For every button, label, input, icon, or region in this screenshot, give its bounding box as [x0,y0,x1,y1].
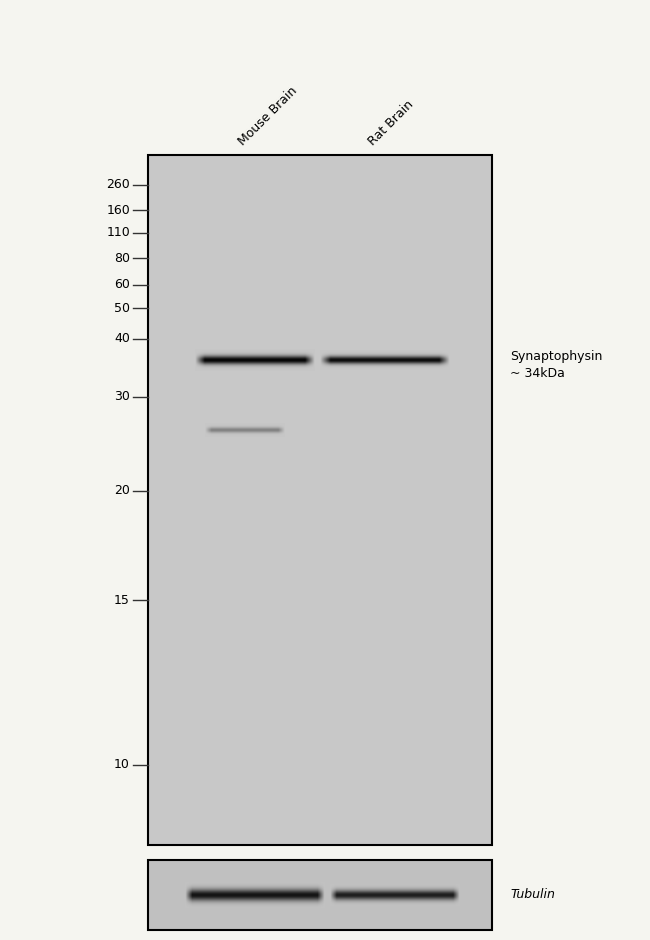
Text: 260: 260 [106,179,130,192]
Text: Tubulin: Tubulin [510,888,555,901]
Text: 60: 60 [114,278,130,291]
Text: 110: 110 [106,227,130,240]
Text: 15: 15 [114,593,130,606]
Text: 80: 80 [114,252,130,264]
Text: 30: 30 [114,390,130,403]
Text: 40: 40 [114,333,130,346]
Text: Rat Brain: Rat Brain [366,98,416,148]
Bar [148,155,492,845]
Text: 160: 160 [106,203,130,216]
Text: 50: 50 [114,302,130,315]
Text: Mouse Brain: Mouse Brain [236,84,300,148]
Text: 20: 20 [114,484,130,497]
Text: Synaptophysin
~ 34kDa: Synaptophysin ~ 34kDa [510,350,603,380]
Bar [148,860,492,930]
Text: 10: 10 [114,759,130,772]
